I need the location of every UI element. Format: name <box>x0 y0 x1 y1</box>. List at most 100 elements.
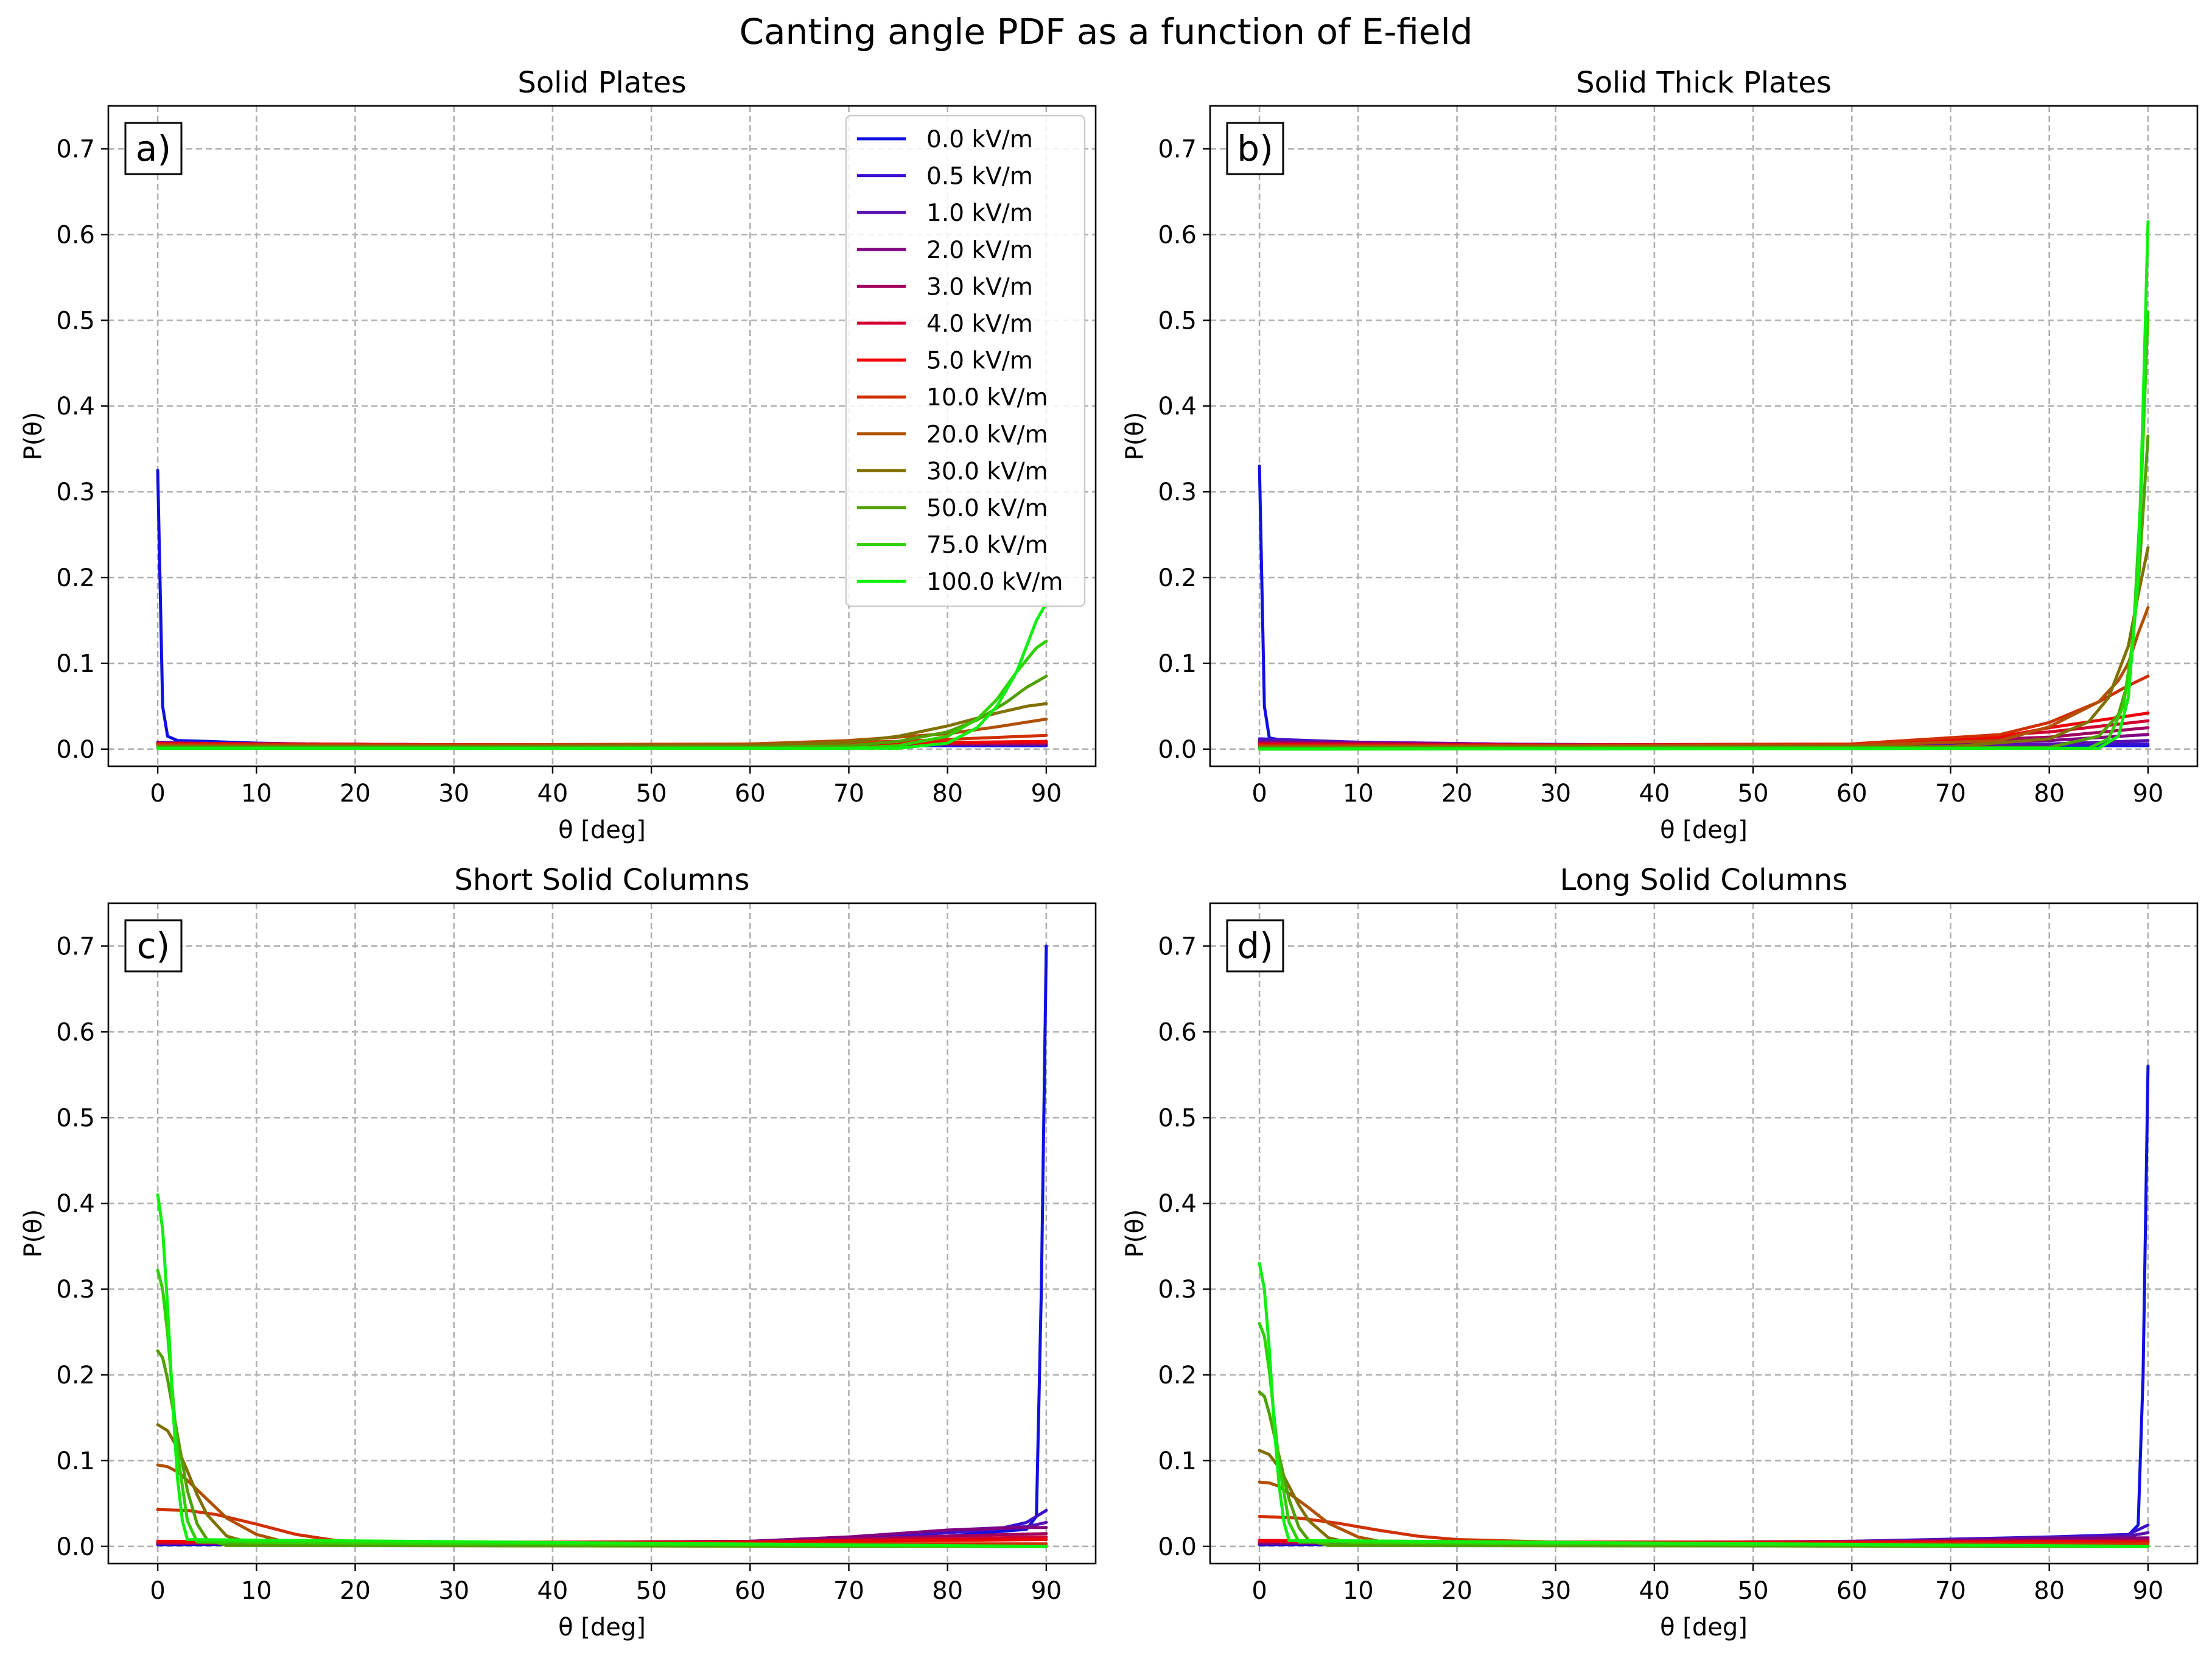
series-line-50-0-kV-m <box>1258 435 2150 750</box>
legend-label: 0.5 kV/m <box>926 163 1033 191</box>
series-group <box>1258 220 2150 751</box>
y-tick-label: 0.1 <box>1158 650 1197 678</box>
panel-label: b) <box>1237 128 1273 169</box>
plot-frame <box>1209 902 2199 1565</box>
panel-label-frame <box>124 919 183 973</box>
y-tick-label: 0.0 <box>56 1533 95 1561</box>
x-tick-label: 50 <box>1738 1577 1769 1605</box>
y-tick-label: 0.6 <box>1158 221 1197 249</box>
y-tick-label: 0.5 <box>1158 1104 1197 1132</box>
series-group <box>1258 1064 2150 1548</box>
series-line-20-0-kV-m <box>1258 606 2150 749</box>
series-line-0-0-kV-m <box>156 945 1048 1547</box>
y-tick-label: 0.2 <box>56 564 95 592</box>
x-tick-label: 90 <box>2132 780 2163 808</box>
series-line-50-0-kV-m <box>156 1349 1048 1548</box>
panel-label: a) <box>136 128 171 169</box>
x-tick-label: 80 <box>932 780 963 808</box>
plot-frame <box>107 105 1097 767</box>
panel-label-box: d) <box>1226 919 1284 973</box>
legend-label: 75.0 kV/m <box>926 532 1048 559</box>
series-line-75-0-kV-m <box>156 1268 1048 1548</box>
x-tick-label: 30 <box>438 1577 469 1605</box>
y-tick-label: 0.3 <box>56 1276 95 1304</box>
series-line-0-0-kV-m <box>1258 1064 2150 1547</box>
x-axis-label: θ [deg] <box>1660 1613 1748 1641</box>
legend: 0.0 kV/m 0.5 kV/m 1.0 kV/m 2.0 kV/m 3.0 kV/m… <box>845 114 1086 607</box>
series-line-50-0-kV-m <box>1258 1390 2150 1548</box>
series-line-100-0-kV-m <box>156 1193 1048 1548</box>
panel-label-box: c) <box>124 919 183 973</box>
series-line-100-0-kV-m <box>156 601 1048 750</box>
y-tick-label: 0.7 <box>1158 932 1197 960</box>
x-axis-label: θ [deg] <box>558 1613 646 1641</box>
series-line-0-0-kV-m <box>1258 464 2150 747</box>
series-group <box>156 945 1048 1548</box>
series-line-100-0-kV-m <box>1258 1262 2150 1548</box>
panels: 0 10 20 30 40 50 60 70 80 90 0.0 0.1 0.2 0.3 0.4 0.5 0.6… <box>19 66 2199 1641</box>
panel-label-box: b) <box>1226 122 1284 175</box>
panel-a: 0 10 20 30 40 50 60 70 80 90 0.0 0.1 0.2 0.3 0.4 0.5 0.6… <box>19 66 1097 844</box>
x-tick-label: 10 <box>1343 1577 1374 1605</box>
y-tick-label: 0.5 <box>56 307 95 335</box>
x-tick-label: 50 <box>636 780 667 808</box>
x-tick-label: 60 <box>735 1577 766 1605</box>
series-group <box>156 469 1048 750</box>
y-tick-label: 0.2 <box>56 1362 95 1390</box>
legend-label: 0.0 kV/m <box>926 126 1033 153</box>
x-tick-label: 60 <box>1836 780 1867 808</box>
x-tick-label: 90 <box>1031 780 1062 808</box>
series-line-100-0-kV-m <box>1258 220 2150 751</box>
y-tick-label: 0.1 <box>56 650 95 678</box>
y-tick-label: 0.2 <box>1158 1362 1197 1390</box>
y-tick-label: 0.1 <box>56 1447 95 1475</box>
legend-label: 4.0 kV/m <box>926 310 1033 338</box>
x-tick-label: 0 <box>150 780 165 808</box>
legend-label: 2.0 kV/m <box>926 237 1033 264</box>
x-tick-label: 40 <box>537 1577 568 1605</box>
panel-label-frame <box>1226 919 1284 973</box>
y-tick-label: 0.4 <box>1158 393 1197 421</box>
legend-label: 30.0 kV/m <box>926 458 1048 485</box>
y-tick-label: 0.4 <box>1158 1190 1197 1218</box>
legend-frame <box>845 114 1086 607</box>
y-tick-label: 0.0 <box>1158 1533 1197 1561</box>
legend-label: 10.0 kV/m <box>926 384 1048 411</box>
x-tick-label: 80 <box>2034 780 2065 808</box>
x-axis-label: θ [deg] <box>1660 816 1748 844</box>
y-tick-label: 0.3 <box>1158 478 1197 506</box>
x-tick-label: 50 <box>1738 780 1769 808</box>
x-tick-label: 20 <box>340 1577 371 1605</box>
x-axis-label: θ [deg] <box>558 816 646 844</box>
x-tick-label: 70 <box>833 1577 864 1605</box>
legend-label: 5.0 kV/m <box>926 348 1033 375</box>
x-tick-label: 70 <box>1935 1577 1966 1605</box>
y-tick-label: 0.6 <box>1158 1018 1197 1046</box>
x-tick-label: 0 <box>1251 1577 1267 1605</box>
y-axis-label: P(θ) <box>1121 412 1149 461</box>
series-line-75-0-kV-m <box>1258 310 2150 751</box>
legend-label: 20.0 kV/m <box>926 421 1048 449</box>
panel-d: 0 10 20 30 40 50 60 70 80 90 0.0 0.1 0.2 0.3 0.4 0.5 0.6… <box>1121 863 2199 1641</box>
x-tick-label: 90 <box>1031 1577 1062 1605</box>
y-tick-label: 0.6 <box>56 221 95 249</box>
x-tick-label: 10 <box>241 1577 272 1605</box>
panel-title: Solid Thick Plates <box>1576 66 1832 100</box>
y-tick-label: 0.6 <box>56 1018 95 1046</box>
x-tick-label: 80 <box>932 1577 963 1605</box>
x-tick-label: 30 <box>1540 780 1571 808</box>
y-axis-label: P(θ) <box>19 1209 47 1258</box>
x-tick-label: 20 <box>1441 1577 1472 1605</box>
panel-title: Long Solid Columns <box>1560 863 1847 897</box>
legend-label: 50.0 kV/m <box>926 495 1048 522</box>
legend-label: 1.0 kV/m <box>926 200 1033 227</box>
y-tick-label: 0.3 <box>56 478 95 506</box>
x-tick-label: 80 <box>2034 1577 2065 1605</box>
panel-title: Solid Plates <box>517 66 686 100</box>
x-tick-label: 30 <box>438 780 469 808</box>
x-tick-label: 20 <box>340 780 371 808</box>
y-axis-label: P(θ) <box>19 412 47 461</box>
panel-c: 0 10 20 30 40 50 60 70 80 90 0.0 0.1 0.2 0.3 0.4 0.5 0.6… <box>19 863 1097 1641</box>
x-tick-label: 30 <box>1540 1577 1571 1605</box>
x-tick-label: 0 <box>1251 780 1267 808</box>
